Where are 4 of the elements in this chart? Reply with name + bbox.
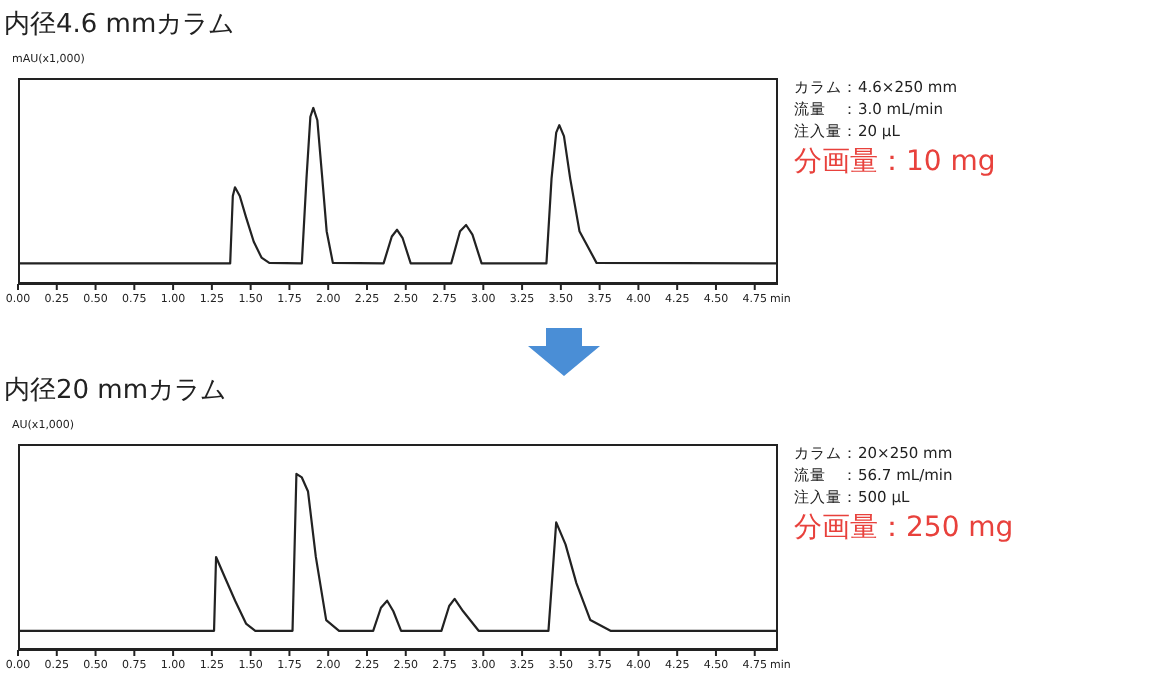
text: 分画量：10 mg	[794, 144, 996, 182]
chart-title: 内径20 mmカラム	[4, 374, 227, 408]
text: 分画量：250 mg	[794, 510, 1014, 548]
chart-title: 内径4.6 mmカラム	[4, 8, 235, 42]
